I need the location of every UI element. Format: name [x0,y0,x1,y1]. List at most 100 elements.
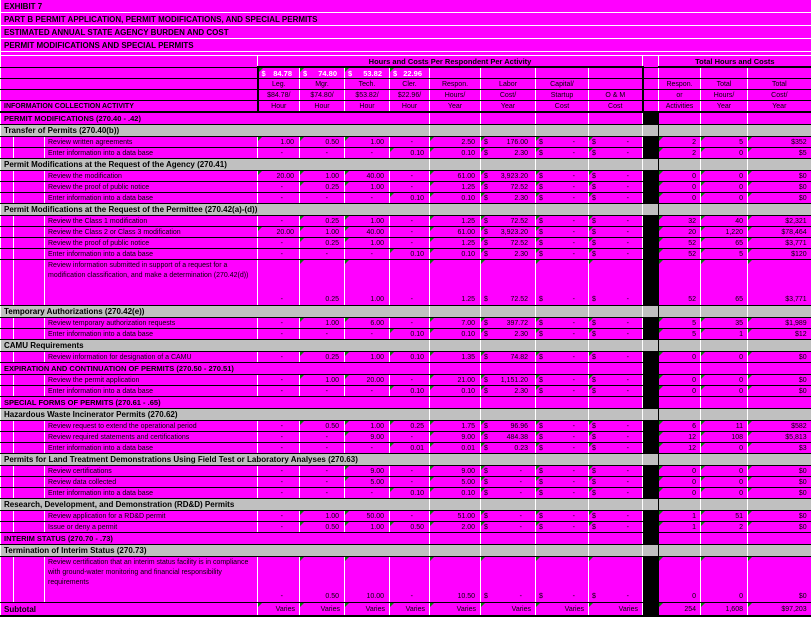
report-subtitle-2[interactable]: PERMIT MODIFICATIONS AND SPECIAL PERMITS [0,38,811,52]
activity-label[interactable]: Enter information into a data base [44,248,258,260]
cell-mgr[interactable]: 1.00 [299,226,345,238]
col-header-om[interactable]: Cost [588,100,644,113]
cell-resp[interactable]: 12 [658,431,701,443]
cell-tech[interactable]: 5.00 [344,476,390,488]
cell-hrs[interactable]: 9.00 [429,465,481,477]
cell-tech[interactable]: 9.00 [344,465,390,477]
cell-tech[interactable]: 1.00 [344,420,390,432]
cell-hrs[interactable]: 2.50 [429,136,481,148]
cell-cler[interactable]: - [389,465,430,477]
cell-om[interactable]: $ - [588,317,643,329]
activity-label[interactable]: Review certifications [44,465,258,477]
rate-cell-cler[interactable]: $22.96 [389,66,430,79]
section-header-label[interactable]: Permits for Land Treatment Demonstration… [0,453,430,466]
cell-cap[interactable]: $ - [535,181,589,193]
cell-hrs[interactable]: 5.00 [429,476,481,488]
activity-label[interactable]: Enter information into a data base [44,442,258,454]
cell-om[interactable]: $ - [588,226,643,238]
cell-thrs[interactable]: 65 [700,237,748,249]
cell-cler[interactable]: - [389,476,430,488]
cell-leg[interactable]: - [257,442,300,454]
cell-thrs[interactable]: 65 [700,259,748,306]
col-header-labor[interactable]: Cost/ [480,89,536,101]
cell-mgr[interactable]: - [299,431,345,443]
activity-label[interactable]: Enter information into a data base [44,328,258,340]
col-header-resp[interactable]: Activities [658,100,701,113]
activity-label[interactable]: Review the permit application [44,374,258,386]
activity-label[interactable]: Enter information into a data base [44,487,258,499]
cell-thrs[interactable]: 0 [700,465,748,477]
cell-labor[interactable]: $3,923.20 [480,226,536,238]
cell-cler[interactable]: 0.10 [389,328,430,340]
cell-cap[interactable]: $ - [535,237,589,249]
cell-tech[interactable]: 10.00 [344,556,390,603]
activity-label[interactable]: Review certification that an interim sta… [44,556,258,603]
cell-tech[interactable]: 1.00 [344,259,390,306]
col-header-om[interactable]: O & M [588,89,644,101]
cell-resp[interactable]: 1 [658,510,701,522]
cell-tcost[interactable]: $0 [747,476,811,488]
cell-cler[interactable]: - [389,510,430,522]
cell-cap[interactable]: $ - [535,317,589,329]
activity-label[interactable]: Review the proof of public notice [44,181,258,193]
cell-tcost[interactable]: $97,203 [747,602,811,617]
cell-tcost[interactable]: $352 [747,136,811,148]
cell-cap[interactable]: $ - [535,170,589,182]
cell-thrs[interactable]: 5 [700,136,748,148]
cell-om[interactable]: $ - [588,420,643,432]
cell-leg[interactable]: - [257,476,300,488]
cell-tech[interactable]: 1.00 [344,351,390,363]
section-header-label[interactable]: Termination of Interim Status (270.73) [0,544,430,557]
cell-leg[interactable]: - [257,487,300,499]
cell-cler[interactable]: - [389,170,430,182]
cell-om[interactable]: $ - [588,465,643,477]
cell-mgr[interactable]: 0.50 [299,420,345,432]
cell-cap[interactable]: $ - [535,226,589,238]
cell-thrs[interactable]: 0 [700,374,748,386]
cell-tech[interactable]: - [344,385,390,397]
cell-hrs[interactable]: 7.00 [429,317,481,329]
cell-labor[interactable]: $ - [480,487,536,499]
col-header-cler[interactable]: Hour [389,100,430,113]
cell-hrs[interactable]: 10.50 [429,556,481,603]
activity-label[interactable]: Review temporary authorization requests [44,317,258,329]
cell-tech[interactable]: 1.00 [344,181,390,193]
cell-labor[interactable]: $176.00 [480,136,536,148]
cell-leg[interactable]: 20.00 [257,226,300,238]
cell-mgr[interactable]: - [299,442,345,454]
cell-tcost[interactable]: $0 [747,170,811,182]
cell-resp[interactable]: 0 [658,170,701,182]
cell-resp[interactable]: 52 [658,237,701,249]
cell-leg[interactable]: - [257,248,300,260]
cell-tcost[interactable]: $2,321 [747,215,811,227]
cell-labor[interactable]: $72.52 [480,181,536,193]
section-header-label[interactable]: Hazardous Waste Incinerator Permits (270… [0,408,430,421]
cell-labor[interactable]: $ - [480,465,536,477]
cell-tech[interactable]: 1.00 [344,521,390,533]
cell-cap[interactable]: $ - [535,192,589,204]
cell-tcost[interactable]: $12 [747,328,811,340]
cell-om[interactable]: $ - [588,237,643,249]
cell-hrs[interactable]: 9.00 [429,431,481,443]
col-header-labor[interactable]: Year [480,100,536,113]
cell-tech[interactable]: 40.00 [344,170,390,182]
cell-leg[interactable]: - [257,317,300,329]
cell-tcost[interactable]: $0 [747,374,811,386]
cell-labor[interactable]: $72.52 [480,215,536,227]
activity-label[interactable]: Review information submitted in support … [44,259,258,306]
cell-hrs[interactable]: 21.00 [429,374,481,386]
activity-label[interactable]: Review the modification [44,170,258,182]
cell-tech[interactable]: 9.00 [344,431,390,443]
cell-thrs[interactable]: 35 [700,317,748,329]
activity-label[interactable]: Review request to extend the operational… [44,420,258,432]
cell-cler[interactable]: 0.25 [389,420,430,432]
cell-tech[interactable]: 1.00 [344,237,390,249]
cell-hrs[interactable]: 2.00 [429,521,481,533]
cell-thrs[interactable]: 0 [700,181,748,193]
cell-tcost[interactable]: $5 [747,147,811,159]
col-header-resp[interactable]: Respon. [658,78,701,90]
cell-mgr[interactable]: - [299,192,345,204]
cell-cap[interactable]: $ - [535,136,589,148]
cell-resp[interactable]: 12 [658,442,701,454]
cell-thrs[interactable]: 11 [700,420,748,432]
